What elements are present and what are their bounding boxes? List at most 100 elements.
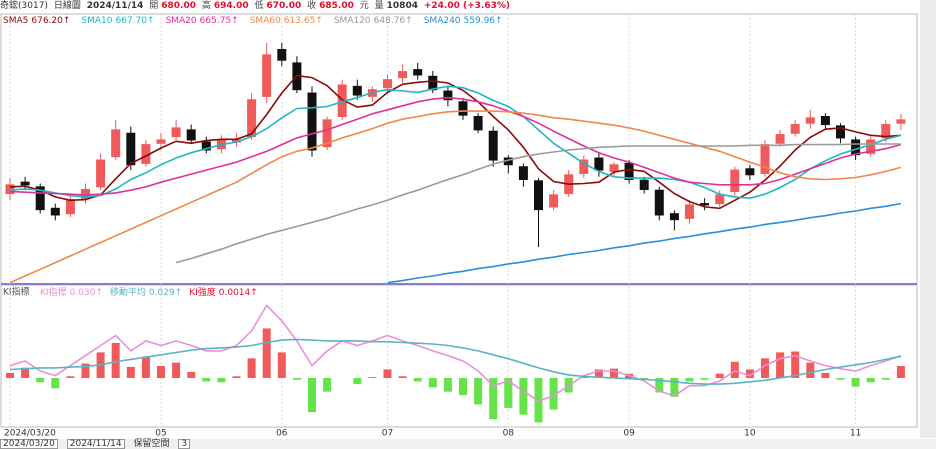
histogram-bar: [459, 378, 467, 396]
histogram-bar: [262, 328, 271, 379]
histogram-bar: [579, 377, 588, 379]
x-tick-label: 10: [744, 429, 756, 439]
histogram-bar: [806, 362, 815, 379]
histogram-bar: [428, 378, 437, 388]
histogram-bar: [111, 342, 120, 379]
legend-text: SMA10: [81, 16, 112, 26]
candle-body: [805, 117, 815, 124]
label: 收: [307, 1, 317, 11]
candle-body: [488, 130, 498, 161]
histogram-bar: [51, 378, 60, 389]
chart: 2024/03/20 05 06 07 08 09 10 11 SMA5 676.20↑ SMA10…: [0, 13, 918, 439]
histogram-bar: [851, 378, 860, 387]
value: 694.00: [213, 1, 249, 11]
histogram-bar: [6, 372, 14, 379]
histogram-bar: [519, 378, 528, 415]
candle-body: [81, 189, 90, 199]
legend-text: 0.030↑: [70, 288, 103, 298]
ma-line: [9, 110, 902, 284]
candle-body: [624, 162, 634, 180]
legend-entry: SMA120 648.76↑: [334, 16, 413, 26]
reserve-input[interactable]: 3: [178, 439, 191, 449]
histogram-bar: [172, 362, 181, 379]
histogram-bar: [413, 378, 422, 382]
histogram-bar: [202, 378, 211, 382]
histogram-bar: [383, 369, 392, 379]
candle-body: [126, 132, 136, 166]
x-tick-label: 09: [623, 429, 635, 439]
candle-body: [639, 179, 649, 191]
legend-text: 676.20↑: [31, 16, 70, 26]
histogram-bar: [730, 361, 739, 379]
candle-body: [458, 101, 468, 116]
histogram-bar: [21, 367, 30, 379]
x-tick-label: 06: [276, 429, 288, 439]
candle-body: [715, 194, 725, 205]
candle-body: [473, 116, 483, 131]
value: 685.00: [319, 1, 354, 11]
histogram-bar: [791, 351, 800, 379]
histogram-bar: [745, 369, 754, 379]
histogram-bar: [821, 372, 830, 379]
legend-text: KI指標: [40, 286, 67, 298]
legend-entry: SMA10 667.70↑: [81, 16, 154, 26]
x-tick-label: 2024/03/20: [4, 429, 56, 439]
histogram-bar: [670, 378, 679, 397]
histogram-bar: [655, 378, 664, 393]
label: 開: [149, 1, 159, 11]
candle-body: [277, 49, 287, 61]
legend-text: KI強度: [189, 286, 216, 298]
candle-body: [307, 92, 317, 151]
start-date-input[interactable]: 2024/03/20: [0, 439, 58, 449]
histogram-bar: [247, 358, 256, 379]
end-date-input[interactable]: 2024/11/14: [66, 439, 125, 449]
candle-body: [594, 157, 604, 171]
candle-body: [775, 134, 785, 144]
legend-entry: KI強度 0.0014↑: [189, 286, 258, 298]
histogram-bar: [594, 369, 603, 379]
legend-text: 613.65↑: [284, 16, 323, 26]
legend-entry: SMA240 559.96↑: [424, 16, 503, 26]
histogram-bar: [187, 372, 196, 379]
legend-text: 0.029↑: [149, 288, 182, 298]
candle-body: [111, 129, 121, 158]
histogram-bar: [217, 378, 226, 383]
histogram-bar: [368, 377, 377, 379]
candle-body: [50, 207, 60, 216]
candle-body: [685, 204, 694, 219]
legend-text: SMA20: [166, 16, 197, 26]
x-tick-label: 05: [155, 429, 166, 439]
legend-entry: KI指標 0.030↑: [40, 286, 103, 298]
candle-body: [96, 159, 106, 188]
label: 高: [201, 1, 211, 11]
histogram-bar: [881, 378, 890, 380]
x-tick-label: 11: [850, 429, 861, 439]
histogram-bar: [126, 366, 135, 379]
histogram-bar: [36, 378, 45, 383]
candle-body: [186, 129, 196, 141]
candle-body: [851, 139, 861, 156]
scrollbar[interactable]: [920, 0, 936, 438]
legend-entry: SMA20 665.75↑: [166, 16, 239, 26]
candle-body: [836, 125, 845, 139]
histogram-bar: [549, 378, 558, 410]
candle-body: [700, 203, 710, 206]
histogram-bar: [66, 376, 75, 379]
legend-text: 665.75↑: [200, 16, 239, 26]
histogram-bar: [277, 352, 286, 379]
candle-body: [881, 124, 891, 139]
candle-body: [518, 166, 528, 180]
histogram-bar: [610, 368, 618, 379]
candle-body: [669, 213, 679, 221]
histogram-bar: [81, 363, 90, 379]
x-tick-label: 07: [382, 429, 393, 439]
histogram-bar: [504, 378, 513, 408]
candle-body: [609, 164, 619, 172]
candle-body: [443, 90, 453, 101]
change: +24.00 (+3.63%): [423, 1, 510, 11]
candle-body: [201, 141, 211, 151]
histogram-bar: [308, 378, 316, 413]
unit: 元: [359, 1, 369, 11]
histogram-bar: [141, 356, 150, 379]
